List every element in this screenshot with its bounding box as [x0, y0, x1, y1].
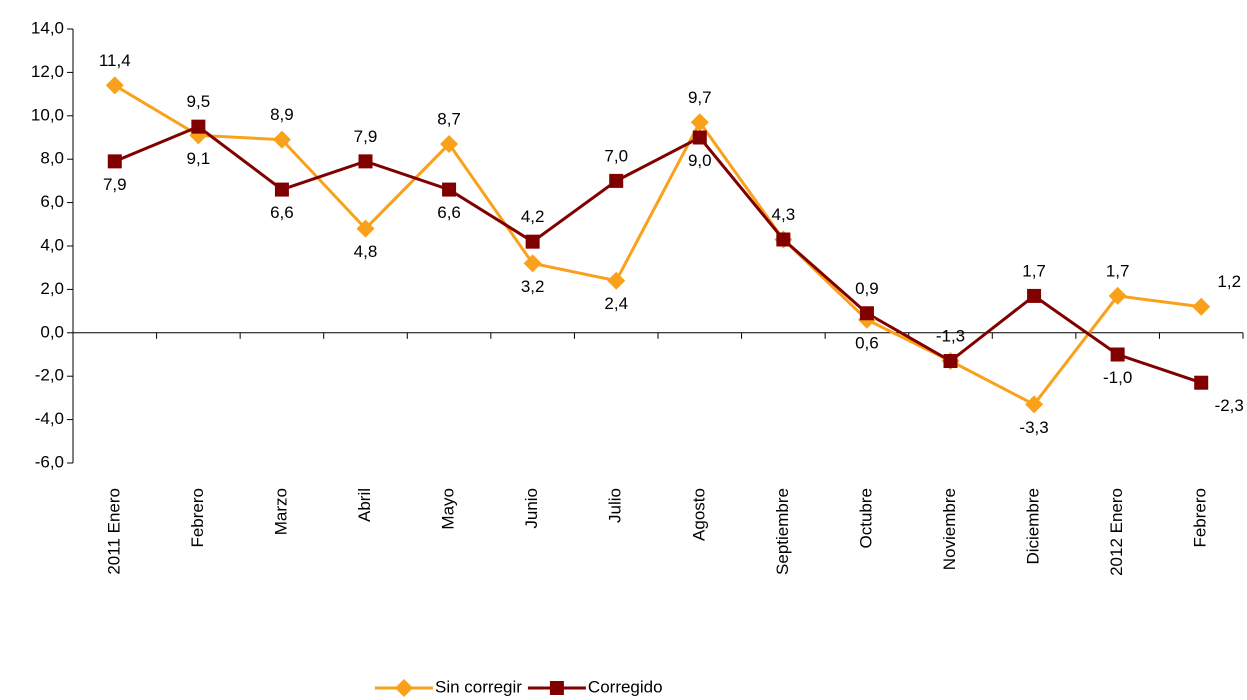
point-marker [105, 76, 124, 95]
legend-label: Sin corregir [435, 677, 522, 696]
point-marker [859, 306, 874, 321]
point-marker [523, 254, 542, 273]
data-label: 2,4 [604, 294, 628, 313]
y-tick-label: 8,0 [40, 149, 64, 168]
data-label: 7,9 [103, 175, 127, 194]
point-marker [609, 173, 624, 188]
point-marker [356, 219, 375, 238]
data-label: 11,4 [99, 51, 131, 70]
y-tick-label: 4,0 [40, 235, 64, 254]
series-line [114, 84, 1202, 407]
x-tick-label: Julio [606, 488, 625, 523]
x-tick-label: Noviembre [940, 488, 959, 570]
data-label: -3,3 [1019, 418, 1048, 437]
point-marker [690, 113, 709, 132]
data-label: -2,3 [1215, 396, 1244, 415]
legend-marker [395, 679, 413, 697]
data-label: 7,0 [604, 146, 628, 165]
y-tick-label: -6,0 [35, 452, 64, 471]
point-marker [1025, 395, 1044, 414]
data-label: 4,3 [772, 205, 796, 224]
data-label: 0,9 [855, 279, 879, 298]
data-label: 0,6 [855, 333, 879, 352]
x-tick-label: Marzo [271, 488, 290, 535]
point-marker [358, 154, 373, 169]
data-label: 1,7 [1106, 261, 1130, 280]
data-label: 4,2 [521, 207, 545, 226]
x-tick-label: 2012 Enero [1107, 488, 1126, 576]
data-label: 6,6 [437, 203, 461, 222]
data-label: 3,2 [521, 277, 545, 296]
data-label: 9,7 [688, 88, 712, 107]
point-marker [1027, 288, 1042, 303]
data-label: 9,1 [187, 149, 211, 168]
point-marker [607, 271, 626, 290]
legend-label: Corregido [588, 677, 663, 696]
point-marker [1108, 286, 1127, 305]
data-label: 4,8 [354, 242, 378, 261]
data-label: -1,3 [936, 326, 965, 345]
data-label: 9,0 [688, 151, 712, 170]
data-label: -1,0 [1103, 368, 1132, 387]
y-tick-label: 6,0 [40, 192, 64, 211]
data-label: 8,9 [270, 105, 294, 124]
y-tick-label: 0,0 [40, 322, 64, 341]
y-tick-label: -2,0 [35, 366, 64, 385]
legend-marker [549, 681, 564, 695]
y-tick-label: 14,0 [31, 18, 64, 37]
point-marker [107, 154, 122, 169]
x-tick-label: Febrero [1191, 488, 1210, 548]
y-tick-label: 12,0 [31, 62, 64, 81]
x-tick-label: Octubre [856, 488, 875, 548]
point-marker [525, 234, 540, 249]
point-marker [1110, 347, 1125, 362]
point-marker [442, 182, 457, 197]
y-tick-label: 10,0 [31, 105, 64, 124]
point-marker [272, 130, 291, 149]
x-tick-label: Diciembre [1024, 488, 1043, 565]
data-label: 7,9 [354, 127, 378, 146]
x-tick-label: Abril [355, 488, 374, 522]
data-label: 1,7 [1022, 261, 1046, 280]
point-marker [692, 130, 707, 145]
point-marker [1194, 375, 1209, 390]
point-marker [274, 182, 289, 197]
point-marker [943, 354, 958, 369]
x-tick-label: Agosto [689, 488, 708, 541]
data-label: 9,5 [187, 92, 211, 111]
x-tick-label: Junio [522, 488, 541, 529]
y-tick-label: -4,0 [35, 409, 64, 428]
point-marker [191, 119, 206, 134]
x-tick-label: 2011 Enero [104, 488, 123, 575]
point-marker [1192, 297, 1211, 316]
y-tick-label: 2,0 [40, 279, 64, 298]
x-tick-label: Mayo [439, 488, 458, 530]
data-label: 8,7 [437, 109, 461, 128]
data-label: 6,6 [270, 203, 294, 222]
series-line [114, 124, 1202, 385]
point-marker [440, 135, 459, 154]
point-marker [776, 232, 791, 247]
x-tick-label: Septiembre [773, 488, 792, 575]
data-label: 1,2 [1217, 272, 1241, 291]
x-tick-label: Febrero [188, 488, 207, 548]
